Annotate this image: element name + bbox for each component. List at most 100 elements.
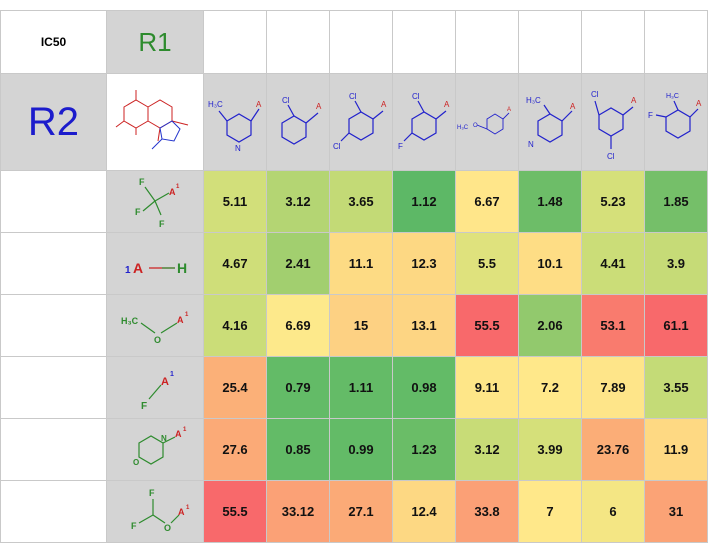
morpholine-structure-icon: N O A 1 [133,427,187,467]
chem-label: H₃C [121,316,139,326]
value-cell: 0.99 [329,418,393,481]
chem-label: F [141,401,147,412]
fluoro-methylphenyl-structure-icon: H₃C F A [648,93,702,139]
chem-label: A [696,99,702,108]
value-cell: 10.1 [518,232,582,295]
chem-label: A [161,376,169,388]
chem-label: F [131,521,137,531]
value-cell: 3.9 [644,232,708,295]
chem-label: Cl [282,96,290,105]
2,5-dichlorophenyl-structure-icon: Cl Cl A [591,90,637,161]
value-cell: 13.1 [392,294,456,357]
methoxy-structure-icon: H₃C O A 1 [121,312,189,345]
r2-structure-cell: H₃C O A 1 [106,294,204,357]
r1-structure-cell: H₃C A N [203,73,267,171]
r1-header: R1 [106,10,204,74]
row-label-cell [0,356,107,419]
chem-label: H₃C [457,125,469,131]
r1-structure-cell: H₃C O A [455,73,519,171]
value-cell: 3.99 [518,418,582,481]
value-cell: 55.5 [455,294,519,357]
chem-label: A [316,102,322,111]
value-cell: 2.06 [518,294,582,357]
methylpyridyl-structure-2-icon: H₃C A N [526,96,576,149]
chem-label: H [177,260,187,276]
hydrogen-structure-icon: 1 A H [125,260,187,276]
chem-label: H₃C [208,100,223,109]
empty-header-cell [581,10,645,74]
value-cell: 23.76 [581,418,645,481]
chem-label: O [133,458,139,467]
methoxyphenyl-structure-icon: H₃C O A [457,107,511,135]
corner-label: IC50 [0,10,107,74]
chem-label: H₃C [666,93,679,100]
value-cell: 27.6 [203,418,267,481]
value-cell: 11.9 [644,418,708,481]
chem-label: F [149,488,155,498]
chem-label: O [164,523,171,533]
value-cell: 1.11 [329,356,393,419]
chem-label: Cl [349,92,357,101]
chem-label: N [161,434,167,443]
value-cell: 7.2 [518,356,582,419]
empty-header-cell [392,10,456,74]
chem-label: A [177,315,184,325]
chem-label: 1 [125,265,131,276]
value-cell: 12.4 [392,480,456,543]
value-cell: 3.55 [644,356,708,419]
fluoro-structure-icon: F A 1 [141,371,174,412]
chem-label: A [444,100,450,109]
trifluoromethyl-structure-icon: F F F A 1 [135,177,180,229]
2-chlorophenyl-structure-icon: Cl A [281,96,322,145]
value-cell: 6.67 [455,170,519,233]
chem-label: Cl [591,90,599,99]
row-label-cell [0,232,107,295]
value-cell: 61.1 [644,294,708,357]
chem-label: 1 [186,505,190,511]
chem-label: A [381,100,387,109]
chem-label: A [169,187,176,197]
chem-label: A [507,107,511,113]
chem-label: O [473,123,478,129]
row-label-cell [0,294,107,357]
chem-label: A [133,260,143,276]
chem-label: Cl [412,92,420,101]
r2-structure-cell: F F O A 1 [106,480,204,543]
methylpyridyl-structure-icon: H₃C A N [208,100,262,153]
chem-label: A [175,429,182,439]
chem-label: 1 [183,427,187,433]
ic50-grid: IC50 R1 R2 [0,10,708,543]
value-cell: 15 [329,294,393,357]
value-cell: 0.85 [266,418,330,481]
chem-label: 1 [170,371,174,378]
value-cell: 31 [644,480,708,543]
value-cell: 6.69 [266,294,330,357]
r1-structure-cell: H₃C A N [518,73,582,171]
r2-structure-cell: 1 A H [106,232,204,295]
empty-header-cell [644,10,708,74]
chem-label: Cl [607,152,615,161]
value-cell: 5.11 [203,170,267,233]
chem-label: N [235,144,241,153]
value-cell: 7.89 [581,356,645,419]
empty-header-cell [266,10,330,74]
r1-structure-cell: H₃C F A [644,73,708,171]
chem-label: F [398,142,403,151]
chem-label: 1 [176,184,180,190]
r2-structure-cell: F A 1 [106,356,204,419]
value-cell: 3.12 [455,418,519,481]
chem-label: A [570,102,576,111]
core-scaffold-structure-icon [115,90,189,150]
value-cell: 12.3 [392,232,456,295]
chem-label: A [178,507,185,517]
chem-label: F [139,177,145,187]
chem-label: O [154,335,161,345]
value-cell: 3.65 [329,170,393,233]
value-cell: 4.16 [203,294,267,357]
row-label-cell [0,480,107,543]
chem-label: N [528,140,534,149]
core-structure-cell [106,73,204,171]
value-cell: 55.5 [203,480,267,543]
empty-header-cell [455,10,519,74]
empty-header-cell [203,10,267,74]
